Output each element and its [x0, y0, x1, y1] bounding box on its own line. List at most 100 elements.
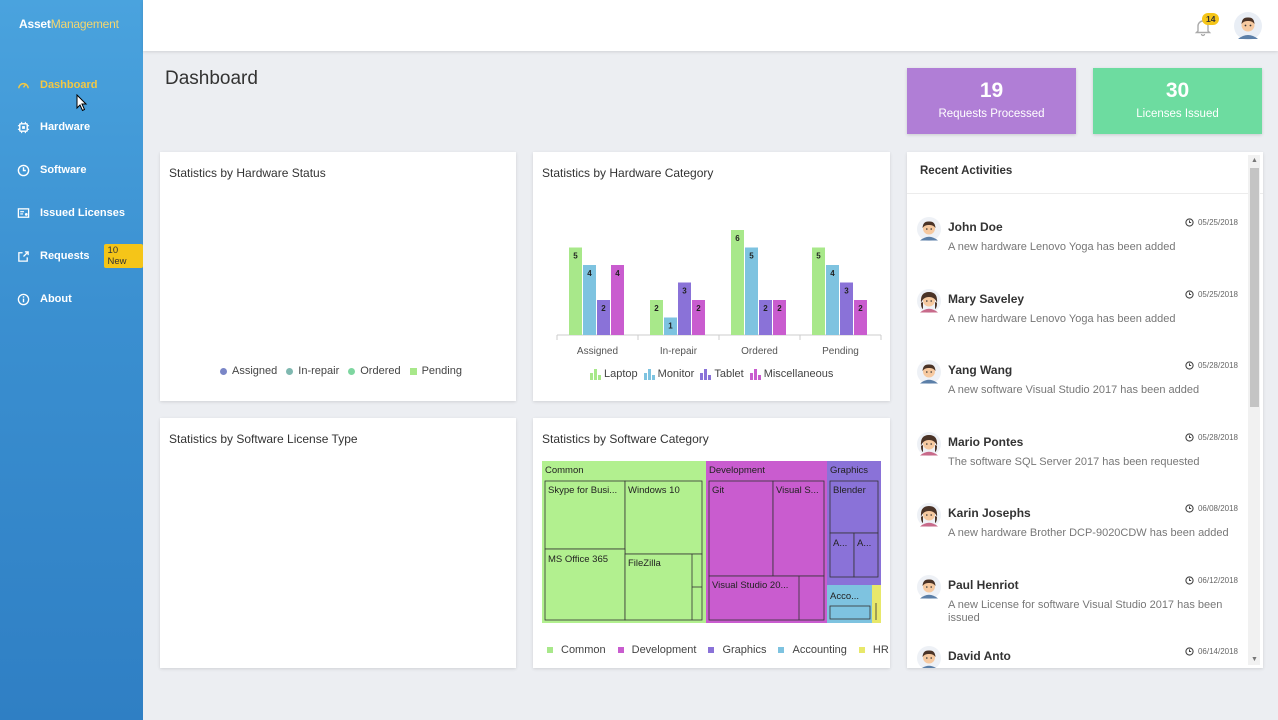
bar[interactable] — [611, 265, 624, 335]
bar[interactable] — [731, 230, 744, 335]
activity-date: 05/25/2018 — [1185, 218, 1238, 227]
x-tick-label: Pending — [822, 346, 859, 357]
requests-processed-tile[interactable]: 19 Requests Processed — [907, 68, 1076, 134]
user-avatar[interactable] — [1234, 12, 1262, 40]
activity-date-text: 06/08/2018 — [1197, 504, 1238, 513]
treemap-cell[interactable] — [772, 480, 825, 577]
user-avatar — [917, 431, 941, 456]
mouse-cursor-icon — [76, 94, 88, 112]
sidebar-item-requests[interactable]: Requests 10 New — [0, 242, 143, 270]
app-brand[interactable]: AssetManagement — [19, 17, 119, 31]
x-tick-label: Assigned — [577, 346, 618, 357]
legend-item-common[interactable]: Common — [547, 644, 606, 656]
clock-icon — [1185, 647, 1194, 656]
info-icon — [17, 293, 30, 305]
legend-item-ordered[interactable]: Ordered — [348, 365, 401, 377]
bar[interactable] — [664, 317, 677, 336]
legend-item-development[interactable]: Development — [617, 644, 696, 656]
treemap-cell[interactable] — [708, 575, 825, 621]
recent-activities-title: Recent Activities — [907, 152, 1263, 194]
legend-label: Common — [561, 644, 606, 656]
scrollbar-thumb[interactable] — [1250, 168, 1259, 407]
bar[interactable] — [826, 265, 839, 335]
treemap-cell[interactable] — [624, 480, 703, 555]
clock-icon — [17, 164, 30, 176]
activity-item[interactable]: Karin Josephs 06/08/2018 A new hardware Br… — [907, 503, 1247, 573]
activity-date: 05/28/2018 — [1185, 361, 1238, 370]
legend-label: Miscellaneous — [763, 368, 834, 380]
activity-item[interactable]: Mary Saveley 05/25/2018 A new hardware Len… — [907, 288, 1247, 359]
legend-label: HR — [872, 644, 889, 656]
legend-label: Graphics — [722, 644, 767, 656]
scroll-up-icon[interactable]: ▲ — [1251, 157, 1258, 164]
legend-item-graphics[interactable]: Graphics — [708, 644, 766, 656]
activity-user-name: Yang Wang — [948, 363, 1013, 377]
bar[interactable] — [773, 300, 786, 335]
legend-item-accounting[interactable]: Accounting — [778, 644, 847, 656]
sidebar-item-software[interactable]: Software — [0, 156, 143, 184]
activities-scrollbar[interactable]: ▲ ▼ — [1248, 155, 1260, 665]
activity-date-text: 06/14/2018 — [1197, 647, 1238, 656]
bar[interactable] — [840, 282, 853, 336]
treemap-group-label: Graphics — [830, 465, 868, 476]
recent-activities-panel[interactable]: Recent Activities John Doe 05/25/2018 A ne… — [907, 152, 1263, 668]
sidebar-item-about[interactable]: About — [0, 285, 143, 313]
sidebar-item-issued-licenses[interactable]: Issued Licenses — [0, 199, 143, 227]
treemap-cell[interactable] — [544, 480, 626, 550]
activity-item[interactable]: Yang Wang 05/28/2018 A new software Visual… — [907, 360, 1247, 430]
activity-user-name: David Anto — [948, 649, 1011, 663]
legend-label: Pending — [421, 365, 462, 377]
card-title: Statistics by Software License Type — [169, 432, 358, 446]
bar[interactable] — [678, 282, 691, 336]
legend-item-hr[interactable]: HR — [858, 644, 889, 656]
activity-item[interactable]: David Anto 06/14/2018 — [907, 646, 1247, 668]
activity-date-text: 05/25/2018 — [1197, 289, 1238, 299]
activity-date-text: 06/12/2018 — [1197, 575, 1238, 585]
card-title: Statistics by Software Category — [542, 432, 709, 446]
license-icon — [17, 207, 30, 218]
bar[interactable] — [597, 300, 610, 335]
activity-item[interactable]: Paul Henriot 06/12/2018 A new License for … — [907, 574, 1247, 645]
requests-processed-label: Requests Processed — [938, 108, 1045, 120]
legend-item-tablet[interactable]: Tablet — [700, 368, 744, 380]
legend-item-pending[interactable]: Pending — [409, 365, 462, 377]
legend-item-laptop[interactable]: Laptop — [590, 368, 638, 380]
legend-item-assigned[interactable]: Assigned — [220, 365, 277, 377]
brand-bold: Asset — [19, 17, 51, 31]
treemap-cell[interactable] — [544, 548, 626, 621]
bar[interactable] — [583, 265, 596, 335]
hardware-status-card: Statistics by Hardware Status Assigned I… — [160, 152, 516, 401]
activity-item[interactable]: Mario Pontes 05/28/2018 The software SQL S… — [907, 431, 1247, 502]
sidebar-item-dashboard[interactable]: Dashboard — [0, 71, 143, 99]
sidebar-item-label: Issued Licenses — [40, 207, 125, 219]
treemap-cell-label: Git — [712, 485, 725, 496]
treemap-cell[interactable] — [853, 532, 879, 578]
activity-date: 06/08/2018 — [1185, 504, 1238, 513]
activity-item[interactable]: John Doe 05/25/2018 A new hardware Lenovo … — [907, 217, 1247, 287]
sidebar-item-hardware[interactable]: Hardware — [0, 113, 143, 141]
legend-item-monitor[interactable]: Monitor — [643, 368, 694, 380]
legend-label: In-repair — [298, 365, 340, 377]
legend-item-miscellaneous[interactable]: Miscellaneous — [749, 368, 834, 380]
treemap-group-hr[interactable] — [872, 585, 881, 623]
scroll-down-icon[interactable]: ▼ — [1251, 656, 1258, 663]
bar[interactable] — [569, 247, 582, 336]
licenses-issued-label: Licenses Issued — [1136, 108, 1219, 120]
bar-legend-icon — [700, 368, 712, 380]
bar[interactable] — [650, 300, 663, 335]
bar-value-label: 1 — [668, 322, 673, 331]
treemap-cell[interactable] — [829, 480, 879, 534]
legend-item-in-repair[interactable]: In-repair — [286, 365, 339, 377]
bar[interactable] — [854, 300, 867, 335]
activity-date: 06/12/2018 — [1185, 576, 1238, 585]
user-avatar — [917, 217, 941, 241]
bar[interactable] — [812, 247, 825, 336]
bar[interactable] — [692, 300, 705, 335]
treemap-cell-label: FileZilla — [628, 558, 661, 569]
user-avatar — [917, 503, 941, 527]
licenses-issued-tile[interactable]: 30 Licenses Issued — [1093, 68, 1262, 134]
bar[interactable] — [759, 300, 772, 335]
hardware-category-card: Statistics by Hardware Category 5 4 2 4 Assi… — [533, 152, 890, 401]
treemap-cell[interactable] — [624, 553, 703, 621]
bar[interactable] — [745, 247, 758, 336]
